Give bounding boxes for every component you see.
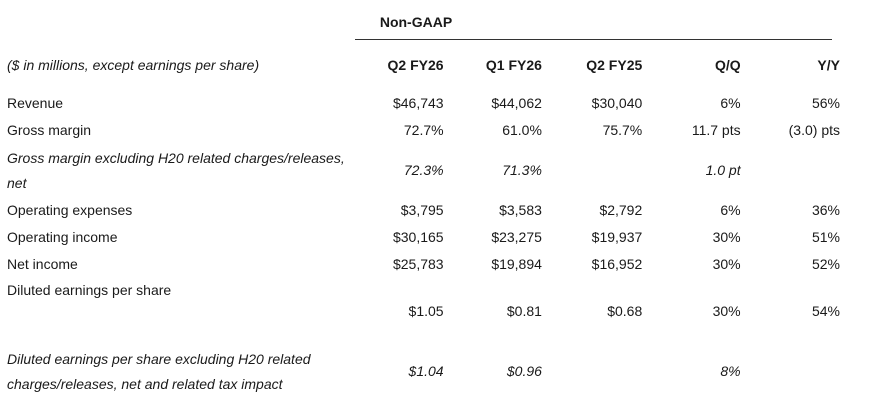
cell-value: $16,952	[591, 256, 643, 272]
cell-value: 30%	[712, 303, 741, 319]
row-spacer	[0, 324, 840, 334]
row-label: Gross margin excluding H20 related charg…	[7, 149, 345, 191]
cell-value: 72.3%	[403, 162, 444, 178]
non-gaap-group-label: Non-GAAP	[379, 14, 453, 30]
row-label: Diluted earnings per share	[7, 282, 172, 298]
col-header-yy: Y/Y	[817, 56, 840, 73]
cell-value	[741, 334, 840, 409]
cell-value: 56%	[811, 95, 840, 111]
row-label: Diluted earnings per share excluding H20…	[7, 350, 311, 392]
cell-value: $3,795	[400, 202, 444, 218]
cell-value: $3,583	[499, 202, 542, 218]
cell-value: $0.81	[506, 303, 542, 319]
cell-value	[542, 334, 642, 409]
table-row-operating-expenses: Operating expenses $3,795 $3,583 $2,792 …	[0, 197, 840, 224]
cell-value: $0.68	[607, 303, 643, 319]
cell-value: $0.96	[506, 363, 542, 379]
cell-value: 11.7 pts	[691, 122, 741, 138]
cell-value: $19,894	[491, 256, 542, 272]
cell-value: 8%	[720, 363, 741, 379]
row-label: Net income	[7, 256, 78, 272]
cell-value: $1.04	[408, 363, 444, 379]
cell-value: 1.0 pt	[705, 162, 741, 178]
col-header-q2-fy26: Q2 FY26	[387, 56, 444, 73]
col-header-q1-fy26: Q1 FY26	[485, 56, 542, 73]
cell-value: $1.05	[408, 303, 444, 319]
row-label: Gross margin	[7, 122, 92, 138]
table-header-row: ($ in millions, except earnings per shar…	[0, 40, 840, 90]
cell-value: 6%	[720, 202, 741, 218]
cell-value: $25,783	[392, 256, 444, 272]
cell-value: 6%	[720, 95, 741, 111]
table-row-net-income: Net income $25,783 $19,894 $16,952 30% 5…	[0, 251, 840, 278]
row-label: Operating expenses	[7, 202, 133, 218]
cell-value: 54%	[811, 303, 840, 319]
cell-value: 30%	[712, 256, 741, 272]
cell-value: $46,743	[392, 95, 444, 111]
table-row-operating-income: Operating income $30,165 $23,275 $19,937…	[0, 224, 840, 251]
cell-value: $44,062	[491, 95, 542, 111]
cell-value	[542, 144, 642, 197]
row-label: Operating income	[7, 229, 118, 245]
cell-value	[741, 144, 840, 197]
col-header-qq: Q/Q	[714, 56, 741, 73]
units-note: ($ in millions, except earnings per shar…	[7, 56, 260, 73]
cell-value: (3.0) pts	[788, 122, 840, 138]
row-label: Revenue	[7, 95, 64, 111]
cell-value: $30,040	[591, 95, 643, 111]
table-row-diluted-eps: Diluted earnings per share $1.05 $0.81 $…	[0, 278, 840, 324]
table-row-gross-margin: Gross margin 72.7% 61.0% 75.7% 11.7 pts …	[0, 117, 840, 144]
cell-value: 52%	[811, 256, 840, 272]
cell-value: 36%	[811, 202, 840, 218]
cell-value: 51%	[811, 229, 840, 245]
spacer-cell	[0, 324, 840, 334]
cell-value: $23,275	[491, 229, 542, 245]
cell-value: 72.7%	[403, 122, 444, 138]
table-row-gross-margin-ex-h20: Gross margin excluding H20 related charg…	[0, 144, 840, 197]
cell-value: $19,937	[591, 229, 643, 245]
group-underline	[355, 39, 832, 40]
cell-value: 75.7%	[602, 122, 643, 138]
cell-value: 30%	[712, 229, 741, 245]
cell-value: 61.0%	[502, 122, 542, 138]
cell-value: $30,165	[392, 229, 444, 245]
cell-value: 71.3%	[502, 162, 542, 178]
cell-value: $2,792	[599, 202, 643, 218]
non-gaap-summary-table: ($ in millions, except earnings per shar…	[0, 40, 840, 409]
table-row-diluted-eps-ex-h20: Diluted earnings per share excluding H20…	[0, 334, 840, 409]
table-row-revenue: Revenue $46,743 $44,062 $30,040 6% 56%	[0, 90, 840, 117]
col-header-q2-fy25: Q2 FY25	[586, 56, 643, 73]
